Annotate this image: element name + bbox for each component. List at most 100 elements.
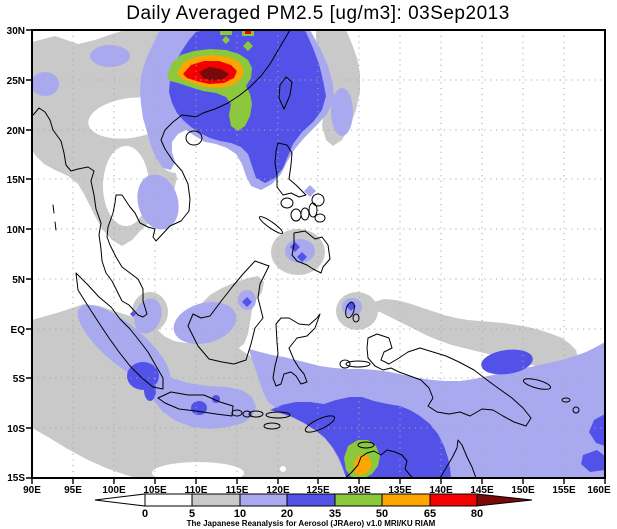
- lat-label: 5N: [12, 275, 25, 286]
- red-top-notch: [245, 30, 251, 34]
- green-top-sliver: [220, 30, 232, 35]
- blue-south-java: [191, 401, 207, 415]
- coast-bohol: [314, 213, 326, 223]
- coast-negros: [300, 207, 310, 221]
- colorbar-segment-5-10: [191, 493, 241, 507]
- colorbar-segment-50-65: [381, 493, 431, 507]
- coast-melville: [357, 441, 375, 449]
- ltblue-left-edge-spot: [31, 72, 59, 96]
- blue-sunda-strait: [144, 379, 156, 401]
- colorbar-tick: 5: [189, 508, 195, 520]
- colorbar-tick: 35: [329, 508, 341, 520]
- lon-label: 145E: [470, 485, 494, 496]
- lon-label: 140E: [429, 485, 453, 496]
- coast-lombok: [242, 410, 252, 418]
- coast-timor: [304, 415, 336, 433]
- white-speck: [280, 466, 286, 472]
- chart-title: Daily Averaged PM2.5 [ug/m3]: 03Sep2013: [126, 3, 510, 24]
- lon-label: 155E: [552, 485, 576, 496]
- colorbar-tick: 20: [281, 508, 293, 520]
- coastlines: [31, 29, 580, 479]
- colorbar-segment-0-5: [144, 493, 193, 507]
- lon-label: 130E: [347, 485, 371, 496]
- coast-luzon: [274, 142, 307, 198]
- coast-sumatra: [75, 272, 164, 390]
- blue-bottom-right: [581, 450, 605, 472]
- lat-label: 5S: [13, 374, 26, 385]
- ltblue-peninsula: [134, 298, 162, 334]
- ltblue-luzon-diamond: [304, 185, 316, 197]
- green-top-diamond: [222, 36, 230, 44]
- colorbar-segment-20-35: [286, 493, 336, 507]
- ltblue-pacific-lobe: [331, 88, 353, 136]
- coast-palawan: [258, 216, 284, 234]
- coast-halmahera: [345, 301, 355, 319]
- colorbar-tick: 80: [471, 508, 483, 520]
- coast-mindanao: [291, 230, 331, 274]
- credit-line: The Japanese Reanalysis for Aerosol (JRA…: [187, 519, 436, 528]
- lat-axis-labels: 30N 25N 20N 15N 10N 5N EQ 5S 10S 15S: [7, 26, 26, 484]
- colorbar-right-arrow: [476, 493, 533, 507]
- coast-morotai: [352, 313, 360, 323]
- white-sw-corner: [32, 428, 136, 478]
- colorbar-tick: 65: [424, 508, 436, 520]
- coast-samar: [311, 193, 325, 207]
- colorbar-tick: 50: [376, 508, 388, 520]
- blue-mindanao-diamond: [297, 252, 307, 262]
- darkred-china-core: [199, 67, 229, 81]
- coast-borneo: [187, 260, 270, 365]
- colorbar-segment-35-50: [334, 493, 383, 507]
- coast-island-2: [572, 406, 580, 414]
- lat-label: 10N: [7, 225, 25, 236]
- coast-andaman-islands: [52, 204, 57, 231]
- lat-label: 10S: [7, 424, 25, 435]
- lon-label: 110E: [185, 485, 208, 496]
- colorbar-segment-65-80: [429, 493, 478, 507]
- blue-peninsula-speck: [130, 311, 136, 317]
- ltblue-vietnam-band: [137, 174, 179, 230]
- coast-asia-mainland: [31, 29, 291, 318]
- blue-sulu-diamond: [290, 242, 300, 252]
- blue-borneo-diamond: [242, 297, 252, 307]
- coast-taiwan: [278, 76, 293, 110]
- lat-label: 30N: [7, 26, 25, 37]
- coast-cape-york: [439, 439, 477, 479]
- coast-new-guinea: [366, 333, 532, 427]
- coast-seram: [345, 360, 371, 368]
- coast-sulawesi: [272, 313, 321, 387]
- coast-hainan: [185, 130, 203, 146]
- coast-flores: [265, 411, 291, 419]
- lon-label: 90E: [23, 485, 41, 496]
- colorbar-labels: 0 5 10 20 35 50 65 80: [142, 508, 483, 520]
- lon-label: 150E: [511, 485, 535, 496]
- lat-label: 15N: [7, 175, 25, 186]
- lon-label: 105E: [143, 485, 167, 496]
- ltblue-java-band: [147, 368, 256, 429]
- coast-bali: [231, 409, 243, 417]
- ltblue-nw-spot: [90, 45, 130, 67]
- lat-label: 15S: [7, 473, 25, 484]
- lon-axis-labels: 90E 95E 100E 105E 110E 115E 120E 125E 13…: [23, 485, 611, 496]
- blue-arafura: [270, 397, 451, 478]
- lat-label: EQ: [11, 325, 26, 336]
- coast-buru: [339, 359, 351, 369]
- lon-label: 125E: [306, 485, 330, 496]
- lat-label: 25N: [7, 76, 25, 87]
- coast-mindoro: [280, 197, 294, 209]
- lat-label: 20N: [7, 126, 25, 137]
- colorbar: 0 5 10 20 35 50 65 80 The Japanese Reana…: [94, 493, 533, 528]
- white-south-hole: [152, 462, 244, 484]
- coast-leyte: [308, 202, 318, 218]
- coast-sumbawa: [248, 410, 264, 418]
- colorbar-tick: 10: [234, 508, 246, 520]
- colorbar-tick: 0: [142, 508, 148, 520]
- lon-label: 160E: [587, 485, 611, 496]
- coast-new-britain: [522, 378, 552, 390]
- coast-sumba: [263, 422, 281, 430]
- lon-label: 120E: [266, 485, 290, 496]
- lon-label: 135E: [388, 485, 412, 496]
- lon-label: 100E: [102, 485, 126, 496]
- ltblue-borneo: [173, 301, 237, 345]
